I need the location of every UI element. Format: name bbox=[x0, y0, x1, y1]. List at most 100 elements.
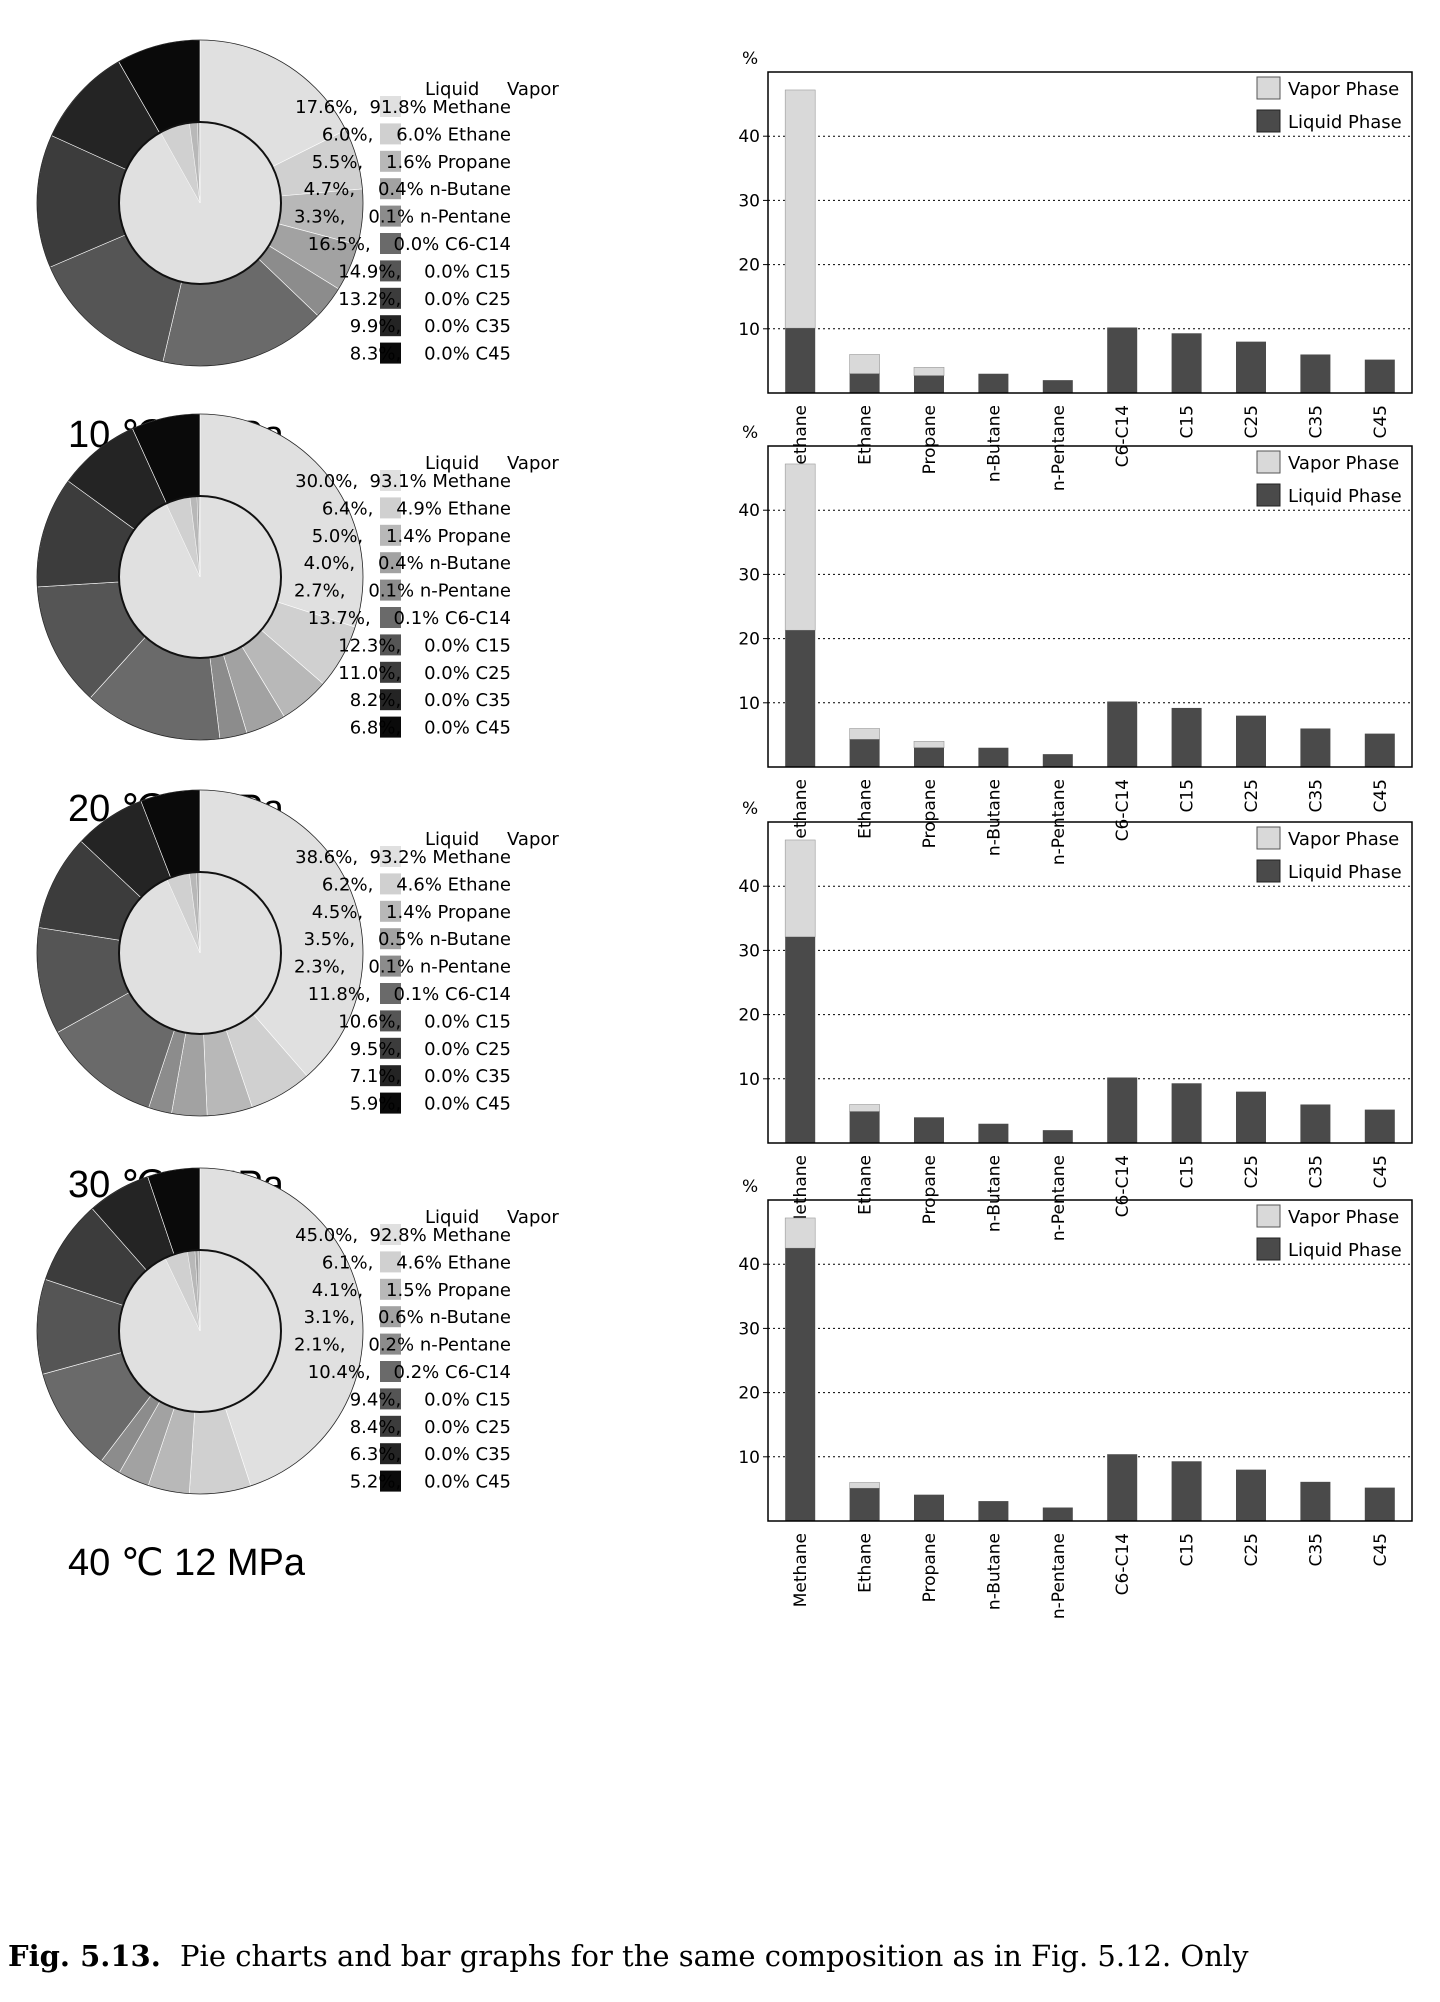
y-tick-label-40: 40 bbox=[738, 501, 760, 521]
pie-outer-outline bbox=[36, 413, 364, 741]
bar-liquid-c35 bbox=[1300, 728, 1331, 767]
legend-swatch-methane bbox=[380, 1224, 401, 1245]
legend-row-c25: 8.4%, 0.0% C25 bbox=[350, 1417, 511, 1438]
y-tick-label-20: 20 bbox=[738, 1384, 760, 1404]
bar-liquid-c25 bbox=[1236, 715, 1266, 767]
bar-liquid-c45 bbox=[1364, 359, 1395, 393]
legend-label-vapor: Vapor Phase bbox=[1288, 453, 1399, 474]
pie-chart bbox=[36, 413, 364, 741]
legend-row-c15: 9.4%, 0.0% C15 bbox=[350, 1389, 511, 1410]
legend-swatch-n-butane bbox=[380, 1306, 401, 1328]
legend-row-c6-c14: 11.8%, 0.1% C6-C14 bbox=[308, 984, 511, 1005]
legend-row-c35: 6.3%, 0.0% C35 bbox=[350, 1444, 511, 1465]
legend-row-n-pentane: 2.7%, 0.1% n-Pentane bbox=[294, 581, 511, 602]
x-tick-label-c25: C25 bbox=[1242, 779, 1262, 813]
bar-vapor-methane bbox=[784, 89, 816, 329]
bar-vapor-ethane bbox=[849, 354, 880, 375]
bar-vapor-methane bbox=[784, 1217, 816, 1249]
bar-liquid-ethane bbox=[849, 1488, 880, 1521]
bar-liquid-c6-c14 bbox=[1107, 701, 1138, 767]
x-tick-label-c35: C35 bbox=[1306, 405, 1326, 439]
legend-row-c35: 8.2%, 0.0% C35 bbox=[350, 690, 511, 711]
legend-header-liquid: Liquid bbox=[425, 1207, 479, 1228]
bar-liquid-c15 bbox=[1171, 707, 1202, 767]
bar-liquid-c45 bbox=[1364, 1487, 1395, 1521]
bar-liquid-propane bbox=[914, 1117, 944, 1143]
legend-swatch-ethane bbox=[380, 497, 401, 519]
y-tick-label-20: 20 bbox=[738, 630, 760, 650]
bar-liquid-n-butane bbox=[978, 373, 1009, 393]
legend-header-liquid: Liquid bbox=[425, 79, 479, 100]
bar-vapor-propane bbox=[913, 741, 945, 749]
pie-inner-outline bbox=[118, 1249, 282, 1413]
legend-swatch-vapor bbox=[1256, 76, 1281, 100]
legend-header-vapor: Vapor bbox=[507, 1207, 559, 1228]
x-tick-label-ethane: Ethane bbox=[856, 779, 876, 839]
legend-swatch-liquid bbox=[1256, 1237, 1281, 1261]
legend-row-c15: 12.3%, 0.0% C15 bbox=[338, 635, 511, 656]
x-tick-label-propane: Propane bbox=[920, 405, 940, 474]
legend-label-liquid: Liquid Phase bbox=[1288, 112, 1402, 133]
legend-header-liquid: Liquid bbox=[425, 829, 479, 850]
x-tick-label-c45: C45 bbox=[1371, 779, 1391, 813]
x-tick-label-c35: C35 bbox=[1306, 779, 1326, 813]
caption-label: Fig. 5.13. bbox=[8, 1939, 161, 1973]
y-tick-label-10: 10 bbox=[738, 694, 760, 714]
legend-swatch-liquid bbox=[1256, 859, 1281, 883]
pie-inner-outline bbox=[118, 495, 282, 659]
bar-liquid-propane bbox=[914, 375, 944, 393]
figure-panels: 10 ℃ 3 MPaLiquidVapor17.6%, 91.8% Methan… bbox=[36, 39, 1413, 1619]
bar-liquid-ethane bbox=[849, 1111, 880, 1143]
legend-swatch-ethane bbox=[380, 873, 401, 895]
legend-swatch-propane bbox=[380, 150, 401, 172]
x-tick-label-c25: C25 bbox=[1242, 1533, 1262, 1567]
bar-legend: Vapor Phase Liquid Phase bbox=[1256, 450, 1402, 507]
bar-liquid-c45 bbox=[1364, 733, 1395, 767]
x-tick-label-c15: C15 bbox=[1178, 1533, 1198, 1567]
legend-swatch-c35 bbox=[380, 315, 401, 337]
legend-header-vapor: Vapor bbox=[507, 453, 559, 474]
bar-liquid-c25 bbox=[1236, 1469, 1266, 1521]
legend-row-c35: 9.9%, 0.0% C35 bbox=[350, 316, 511, 337]
legend-swatch-n-pentane bbox=[380, 955, 401, 977]
x-tick-label-c15: C15 bbox=[1178, 779, 1198, 813]
legend-swatch-propane bbox=[380, 900, 401, 922]
legend-row-c6-c14: 13.7%, 0.1% C6-C14 bbox=[308, 608, 511, 629]
bar-liquid-c15 bbox=[1171, 333, 1202, 393]
legend-swatch-n-pentane bbox=[380, 205, 401, 227]
x-tick-label-c45: C45 bbox=[1371, 1533, 1391, 1567]
legend-swatch-vapor bbox=[1256, 450, 1281, 474]
legend-row-propane: 5.5%, 1.6% Propane bbox=[312, 152, 511, 173]
bar-liquid-n-pentane bbox=[1042, 380, 1073, 393]
x-tick-label-methane: Methane bbox=[791, 1533, 811, 1607]
figure-caption: Fig. 5.13. Pie charts and bar graphs for… bbox=[8, 1939, 1249, 1973]
legend-swatch-methane bbox=[380, 470, 401, 491]
legend-row-n-pentane: 3.3%, 0.1% n-Pentane bbox=[294, 207, 511, 228]
legend-swatch-c6-c14 bbox=[380, 233, 401, 254]
bar-liquid-n-pentane bbox=[1042, 1130, 1073, 1143]
legend-swatch-methane bbox=[380, 846, 401, 867]
bar-vapor-ethane bbox=[849, 728, 880, 740]
x-tick-label-n-butane: n-Butane bbox=[984, 1533, 1004, 1610]
x-tick-label-n-pentane: n-Pentane bbox=[1049, 1155, 1069, 1241]
bar-liquid-c6-c14 bbox=[1107, 1077, 1138, 1143]
bar-liquid-c45 bbox=[1364, 1109, 1395, 1143]
legend-label-vapor: Vapor Phase bbox=[1288, 79, 1399, 100]
x-tick-label-c6-c14: C6-C14 bbox=[1113, 405, 1133, 467]
bar-liquid-ethane bbox=[849, 739, 880, 767]
bar-legend: Vapor Phase Liquid Phase bbox=[1256, 1204, 1402, 1261]
bar-liquid-c15 bbox=[1171, 1083, 1202, 1143]
legend-swatch-c6-c14 bbox=[380, 607, 401, 628]
y-tick-label-40: 40 bbox=[738, 127, 760, 147]
x-tick-label-methane: Methane bbox=[791, 405, 811, 479]
bar-liquid-c35 bbox=[1300, 354, 1331, 393]
y-tick-label-30: 30 bbox=[738, 191, 760, 211]
x-tick-label-c35: C35 bbox=[1306, 1533, 1326, 1567]
legend-swatch-n-pentane bbox=[380, 579, 401, 601]
legend-row-ethane: 6.1%, 4.6% Ethane bbox=[322, 1252, 511, 1273]
legend-row-methane: 17.6%, 91.8% Methane bbox=[295, 97, 511, 118]
legend-swatch-c45 bbox=[380, 1092, 401, 1114]
plot-frame bbox=[767, 445, 1413, 768]
